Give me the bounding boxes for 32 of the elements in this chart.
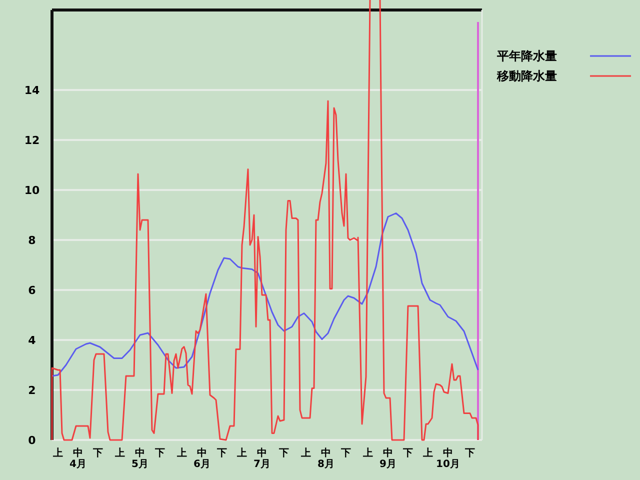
x-tick-label: 下 (154, 448, 165, 459)
y-tick-label: 14 (24, 84, 40, 97)
x-tick-label: 中 9月 (380, 447, 396, 470)
x-tick-label: 中 5月 (132, 447, 148, 470)
x-tick-label: 中 8月 (318, 447, 334, 470)
x-tick-label: 下 (278, 448, 289, 459)
x-tick-label: 下 (92, 448, 103, 459)
x-tick-label: 上 (176, 447, 187, 459)
x-tick-label: 上 (52, 447, 63, 459)
y-tick-label: 0 (28, 434, 36, 447)
text: 移動降水量 (496, 69, 557, 83)
y-tick-label: 2 (28, 384, 36, 397)
x-tick-label: 下 (216, 448, 227, 459)
x-tick-label: 上 (422, 447, 433, 459)
x-tick-label: 上 (300, 447, 311, 459)
x-tick-label: 中 4月 (70, 447, 86, 470)
line-series (51, 212, 479, 377)
x-tick-label: 上 (114, 447, 125, 459)
y-tick-label: 8 (28, 234, 36, 247)
x-tick-label: 下 (340, 448, 351, 459)
x-tick-label: 上 (362, 447, 373, 459)
x-tick-label: 下 (402, 448, 413, 459)
x-tick-label: 中 7月 (254, 447, 270, 470)
y-tick-label: 10 (24, 184, 40, 197)
text: 平年降水量 (496, 49, 557, 63)
y-tick-label: 4 (28, 334, 36, 347)
x-tick-label: 中 10月 (436, 447, 460, 470)
x-tick-label: 下 (464, 448, 475, 459)
x-tick-label: 中 6月 (194, 447, 210, 470)
y-tick-label: 12 (24, 134, 40, 147)
y-tick-label: 6 (28, 284, 36, 297)
x-tick-label: 上 (236, 447, 247, 459)
